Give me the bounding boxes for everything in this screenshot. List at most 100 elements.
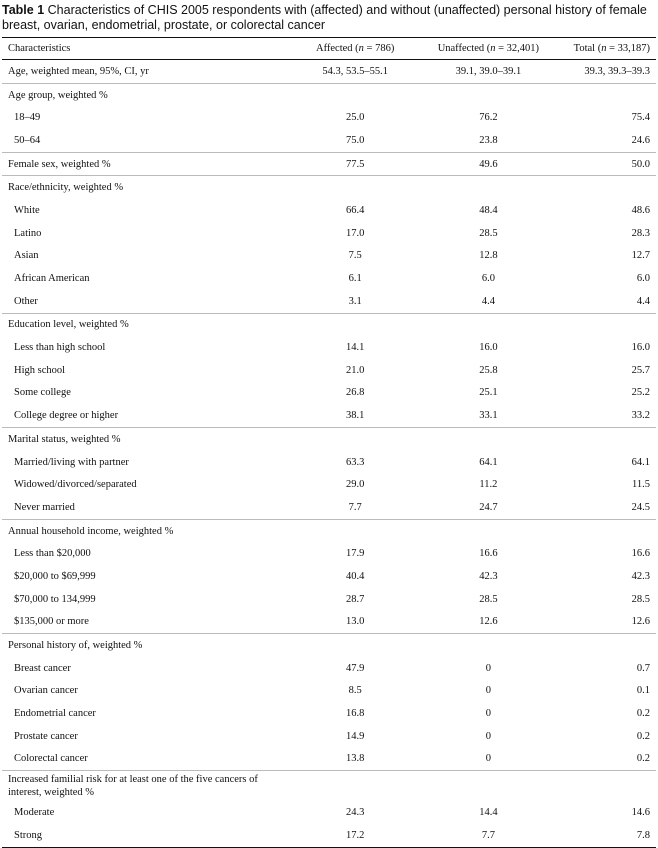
cell-unaffected: 48.4 (479, 204, 498, 216)
cell-affected: 17.0 (346, 227, 365, 239)
cell-unaffected: 11.2 (479, 479, 498, 491)
header-characteristics: Characteristics (8, 43, 71, 54)
cell-total: 25.2 (631, 387, 650, 399)
characteristics-table: Characteristics Affected (n = 786) Unaff… (2, 37, 656, 848)
table-row: Other 3.1 4.4 4.4 (2, 290, 656, 313)
cell-affected: 14.1 (346, 342, 365, 354)
row-label: Colorectal cancer (14, 753, 88, 765)
cell-unaffected: 16.6 (479, 548, 498, 560)
cell-total: 48.6 (631, 204, 650, 216)
cell-unaffected: 25.1 (479, 387, 498, 399)
cell-affected: 16.8 (346, 708, 365, 720)
table-row: Endometrial cancer 16.8 0 0.2 (2, 702, 656, 725)
table-row: Increased familial risk for at least one… (2, 770, 656, 802)
cell-affected: 28.7 (346, 593, 365, 605)
header-total: Total (n = 33,187) (573, 43, 650, 54)
cell-total: 33.2 (631, 410, 650, 422)
cell-affected: 8.5 (348, 685, 362, 697)
cell-affected: 75.0 (346, 134, 365, 146)
row-label: Age group, weighted % (2, 82, 294, 107)
cell-affected (293, 82, 418, 107)
table-row: High school 21.0 25.8 25.7 (2, 359, 656, 382)
cell-affected: 7.5 (348, 250, 362, 262)
cell-total: 64.1 (631, 456, 650, 468)
cell-total: 28.3 (631, 227, 650, 239)
cell-unaffected: 0 (485, 730, 491, 742)
cell-affected: 13.0 (346, 616, 365, 628)
cell-affected: 77.5 (293, 151, 418, 176)
cell-unaffected: 7.7 (417, 824, 560, 848)
cell-affected (293, 633, 418, 657)
cell-unaffected (417, 82, 560, 107)
cell-affected: 17.2 (293, 824, 418, 848)
cell-total (559, 770, 656, 802)
cell-unaffected: 0 (485, 662, 491, 674)
cell-unaffected: 16.0 (479, 342, 498, 354)
cell-affected: 40.4 (346, 570, 365, 582)
cell-affected (293, 312, 418, 337)
cell-affected: 6.1 (348, 273, 362, 285)
row-label: Education level, weighted % (2, 312, 294, 337)
row-label: $135,000 or more (14, 616, 89, 628)
cell-unaffected: 49.6 (417, 151, 560, 176)
row-label: Less than high school (14, 342, 106, 354)
row-label: Latino (14, 227, 42, 239)
cell-unaffected: 0 (485, 753, 491, 765)
cell-affected: 17.9 (346, 548, 365, 560)
cell-unaffected: 24.7 (479, 501, 498, 513)
row-label: Less than $20,000 (14, 548, 91, 560)
cell-total: 39.3, 39.3–39.3 (584, 65, 650, 77)
cell-total (559, 82, 656, 107)
table-row: Marital status, weighted % (2, 426, 656, 451)
cell-unaffected: 0 (485, 708, 491, 720)
cell-total: 25.7 (631, 364, 650, 376)
cell-unaffected: 12.6 (479, 616, 498, 628)
row-label: African American (14, 273, 90, 285)
cell-affected: 63.3 (346, 456, 365, 468)
cell-unaffected (417, 426, 560, 451)
table-row: White 66.4 48.4 48.6 (2, 199, 656, 222)
cell-unaffected: 25.8 (479, 364, 498, 376)
cell-unaffected: 4.4 (481, 295, 495, 307)
table-caption: Table 1 Characteristics of CHIS 2005 res… (0, 3, 658, 37)
cell-affected: 14.9 (346, 730, 365, 742)
cell-affected: 13.8 (346, 753, 365, 765)
cell-unaffected: 23.8 (479, 134, 498, 146)
cell-total: 0.7 (636, 662, 650, 674)
cell-affected: 47.9 (346, 662, 365, 674)
cell-total: 0.1 (636, 685, 650, 697)
row-label: $20,000 to $69,999 (14, 570, 96, 582)
cell-affected: 29.0 (346, 479, 365, 491)
table-row: Prostate cancer 14.9 0 0.2 (2, 725, 656, 748)
table-row: College degree or higher 38.1 33.1 33.2 (2, 404, 656, 427)
cell-affected: 3.1 (348, 295, 362, 307)
cell-total: 11.5 (632, 479, 650, 491)
cell-affected: 54.3, 53.5–55.1 (322, 65, 388, 77)
table-caption-text: Characteristics of CHIS 2005 respondents… (2, 3, 647, 32)
table-row: Age group, weighted % (2, 82, 656, 107)
table-row: Breast cancer 47.9 0 0.7 (2, 657, 656, 680)
table-row: 18–49 25.0 76.2 75.4 (2, 106, 656, 129)
cell-unaffected: 76.2 (479, 112, 498, 124)
cell-unaffected: 12.8 (479, 250, 498, 262)
row-label: High school (14, 364, 66, 376)
cell-unaffected (417, 518, 560, 543)
table-row: Asian 7.5 12.8 12.7 (2, 245, 656, 268)
cell-total: 42.3 (631, 570, 650, 582)
cell-total: 0.2 (636, 708, 650, 720)
table-row: Some college 26.8 25.1 25.2 (2, 382, 656, 405)
row-label: Prostate cancer (14, 730, 78, 742)
cell-total: 14.6 (631, 807, 650, 819)
cell-unaffected: 0 (485, 685, 491, 697)
table-row: Never married 7.7 24.7 24.5 (2, 496, 656, 519)
cell-total: 24.6 (631, 134, 650, 146)
cell-unaffected: 6.0 (481, 273, 495, 285)
cell-unaffected: 28.5 (479, 593, 498, 605)
row-label: Marital status, weighted % (2, 426, 294, 451)
row-label: Ovarian cancer (14, 685, 78, 697)
cell-total: 0.2 (636, 753, 650, 765)
row-label: Increased familial risk for at least one… (2, 770, 294, 802)
row-label: Race/ethnicity, weighted % (2, 175, 294, 200)
cell-affected: 24.3 (346, 807, 365, 819)
